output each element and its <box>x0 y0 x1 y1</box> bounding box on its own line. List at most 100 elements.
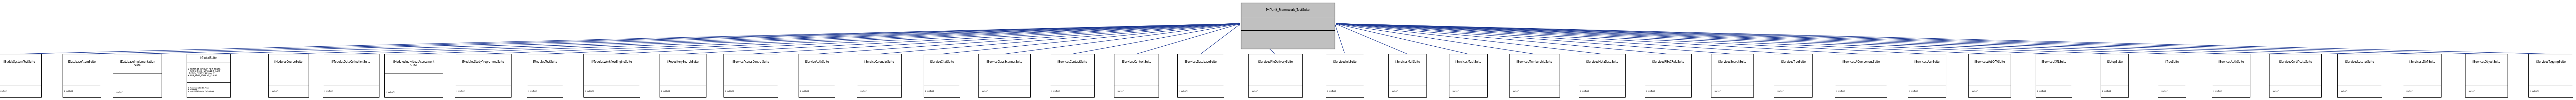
Text: + suite(): + suite() <box>528 90 536 92</box>
Bar <box>799 54 835 97</box>
Text: + suite(): + suite() <box>1249 90 1257 92</box>
Text: + suite(): + suite() <box>659 90 670 92</box>
Bar <box>1249 54 1303 97</box>
Text: + suite(): + suite() <box>2102 90 2110 92</box>
Text: ilModulesStudyProgrammeSuite: ilModulesStudyProgrammeSuite <box>461 60 505 63</box>
Bar <box>185 54 229 97</box>
Text: ilSetupSuite: ilSetupSuite <box>2107 60 2123 63</box>
Bar <box>1242 3 1334 49</box>
Text: ilDatabaseImplementation
Suite: ilDatabaseImplementation Suite <box>118 60 155 67</box>
Bar <box>1388 54 1427 97</box>
Text: + suite(): + suite() <box>270 90 278 92</box>
Text: ilServicesContactSuite: ilServicesContactSuite <box>1056 60 1087 63</box>
Text: ilServiceClassScannerSuite: ilServiceClassScannerSuite <box>987 60 1023 63</box>
Text: ilDatabaseAtomSuite: ilDatabaseAtomSuite <box>67 60 95 63</box>
Bar <box>456 54 510 97</box>
Bar <box>2403 54 2442 97</box>
Text: ilServicesInitSuite: ilServicesInitSuite <box>1332 60 1358 63</box>
Text: ilServicesMembershipSuite: ilServicesMembershipSuite <box>1517 60 1553 63</box>
Text: + suite(): + suite() <box>858 90 868 92</box>
Text: + suite(): + suite() <box>386 91 394 93</box>
Text: ilServicesMetaDataSuite: ilServicesMetaDataSuite <box>1587 60 1618 63</box>
Text: ilServicesCertificateSuite: ilServicesCertificateSuite <box>2280 60 2313 63</box>
Text: + suite(): + suite() <box>456 90 466 92</box>
Text: + suite(): + suite() <box>1775 90 1785 92</box>
Text: ilServiceCalendarSuite: ilServiceCalendarSuite <box>863 60 894 63</box>
Text: + suite(): + suite() <box>585 90 592 92</box>
Text: + suite(): + suite() <box>799 90 809 92</box>
Bar <box>979 54 1030 97</box>
Text: ilModulesTestSuite: ilModulesTestSuite <box>533 60 556 63</box>
Text: + suite(): + suite() <box>2530 90 2540 92</box>
Text: + suite(): + suite() <box>325 90 332 92</box>
Text: + suite(): + suite() <box>113 91 124 93</box>
Bar <box>1579 54 1625 97</box>
Text: + suite(): + suite() <box>925 90 935 92</box>
Text: + suite(): + suite() <box>0 90 8 92</box>
Text: ilServicesTaggingSuite: ilServicesTaggingSuite <box>2535 60 2566 63</box>
Text: ilServicesDatabaseSuite: ilServicesDatabaseSuite <box>1185 60 1216 63</box>
Bar <box>268 54 309 97</box>
Bar <box>1646 54 1692 97</box>
Bar <box>62 54 100 97</box>
Bar <box>2099 54 2128 97</box>
Bar <box>1177 54 1224 97</box>
Text: + suite(): + suite() <box>724 90 734 92</box>
Bar <box>322 54 379 97</box>
Text: + PHPUNIT_GROUP_FOR_TESTS
  _REQUIRING_INSTALLED_ILIAS
- REGEX_TEST_FILENAME
+ P: + PHPUNIT_GROUP_FOR_TESTS _REQUIRING_INS… <box>188 68 222 76</box>
Bar <box>582 54 639 97</box>
Bar <box>1450 54 1486 97</box>
Text: ilServicesMathSuite: ilServicesMathSuite <box>1455 60 1481 63</box>
Text: + suite(): + suite() <box>2159 90 2169 92</box>
Bar <box>2269 54 2321 97</box>
Text: ilServicesFileDeliverySuite: ilServicesFileDeliverySuite <box>1257 60 1293 63</box>
Text: ilServicesTreeSuite: ilServicesTreeSuite <box>1780 60 1806 63</box>
Text: + suite(): + suite() <box>2213 90 2223 92</box>
Text: + suite(): + suite() <box>1115 90 1123 92</box>
Bar <box>1775 54 1814 97</box>
Bar <box>858 54 902 97</box>
Text: ilServicesXMLSuite: ilServicesXMLSuite <box>2040 60 2066 63</box>
Text: ilServicesLDAPSuite: ilServicesLDAPSuite <box>2409 60 2434 63</box>
Text: PHPUnit_Framework_TestSuite: PHPUnit_Framework_TestSuite <box>1265 8 1309 11</box>
Text: + suite(): + suite() <box>1646 90 1654 92</box>
Text: ilServicesObjectSuite: ilServicesObjectSuite <box>2473 60 2501 63</box>
Text: ilBuddySystemTestSuite: ilBuddySystemTestSuite <box>3 60 36 63</box>
Bar <box>2336 54 2383 97</box>
Bar <box>659 54 706 97</box>
Bar <box>0 54 41 97</box>
Text: ilServicesUserSuite: ilServicesUserSuite <box>1914 60 1940 63</box>
Text: ilServicesContextSuite: ilServicesContextSuite <box>1121 60 1151 63</box>
Bar <box>1327 54 1363 97</box>
Text: + suite(): + suite() <box>2465 90 2476 92</box>
Bar <box>2465 54 2506 97</box>
Bar <box>384 54 443 97</box>
Text: ilModulesWorkflowEngineSuite: ilModulesWorkflowEngineSuite <box>590 60 631 63</box>
Bar <box>2530 54 2573 97</box>
Text: + suite(): + suite() <box>1909 90 1919 92</box>
Text: ilModulesDataCollectionSuite: ilModulesDataCollectionSuite <box>332 60 371 63</box>
Bar <box>925 54 961 97</box>
Text: + suite(): + suite() <box>1388 90 1399 92</box>
Bar <box>724 54 778 97</box>
Text: ilServicesMailSuite: ilServicesMailSuite <box>1394 60 1419 63</box>
Text: + hasInstalledILIAS()
+ suite()
# addTestFolderToSuite(): + hasInstalledILIAS() + suite() # addTes… <box>188 87 214 93</box>
Bar <box>1968 54 2012 97</box>
Bar <box>1834 54 1888 97</box>
Text: + suite(): + suite() <box>1713 90 1721 92</box>
Text: + suite(): + suite() <box>1051 90 1061 92</box>
Text: ilServicesUIComponentSuite: ilServicesUIComponentSuite <box>1842 60 1880 63</box>
Text: + suite(): + suite() <box>1450 90 1458 92</box>
Text: ilServicesAuthSuite: ilServicesAuthSuite <box>2218 60 2244 63</box>
Text: + suite(): + suite() <box>979 90 989 92</box>
Text: ilRepositorySearchSuite: ilRepositorySearchSuite <box>667 60 698 63</box>
Bar <box>1510 54 1558 97</box>
Text: ilServicesRBACRoleSuite: ilServicesRBACRoleSuite <box>1651 60 1685 63</box>
Text: ilModulesCourseSuite: ilModulesCourseSuite <box>273 60 304 63</box>
Bar <box>2035 54 2071 97</box>
Text: + suite(): + suite() <box>2339 90 2347 92</box>
Text: ilServiceChatSuite: ilServiceChatSuite <box>930 60 953 63</box>
Text: + suite(): + suite() <box>1579 90 1589 92</box>
Text: ilServiceAccessControlSuite: ilServiceAccessControlSuite <box>732 60 770 63</box>
Text: + suite(): + suite() <box>2403 90 2414 92</box>
